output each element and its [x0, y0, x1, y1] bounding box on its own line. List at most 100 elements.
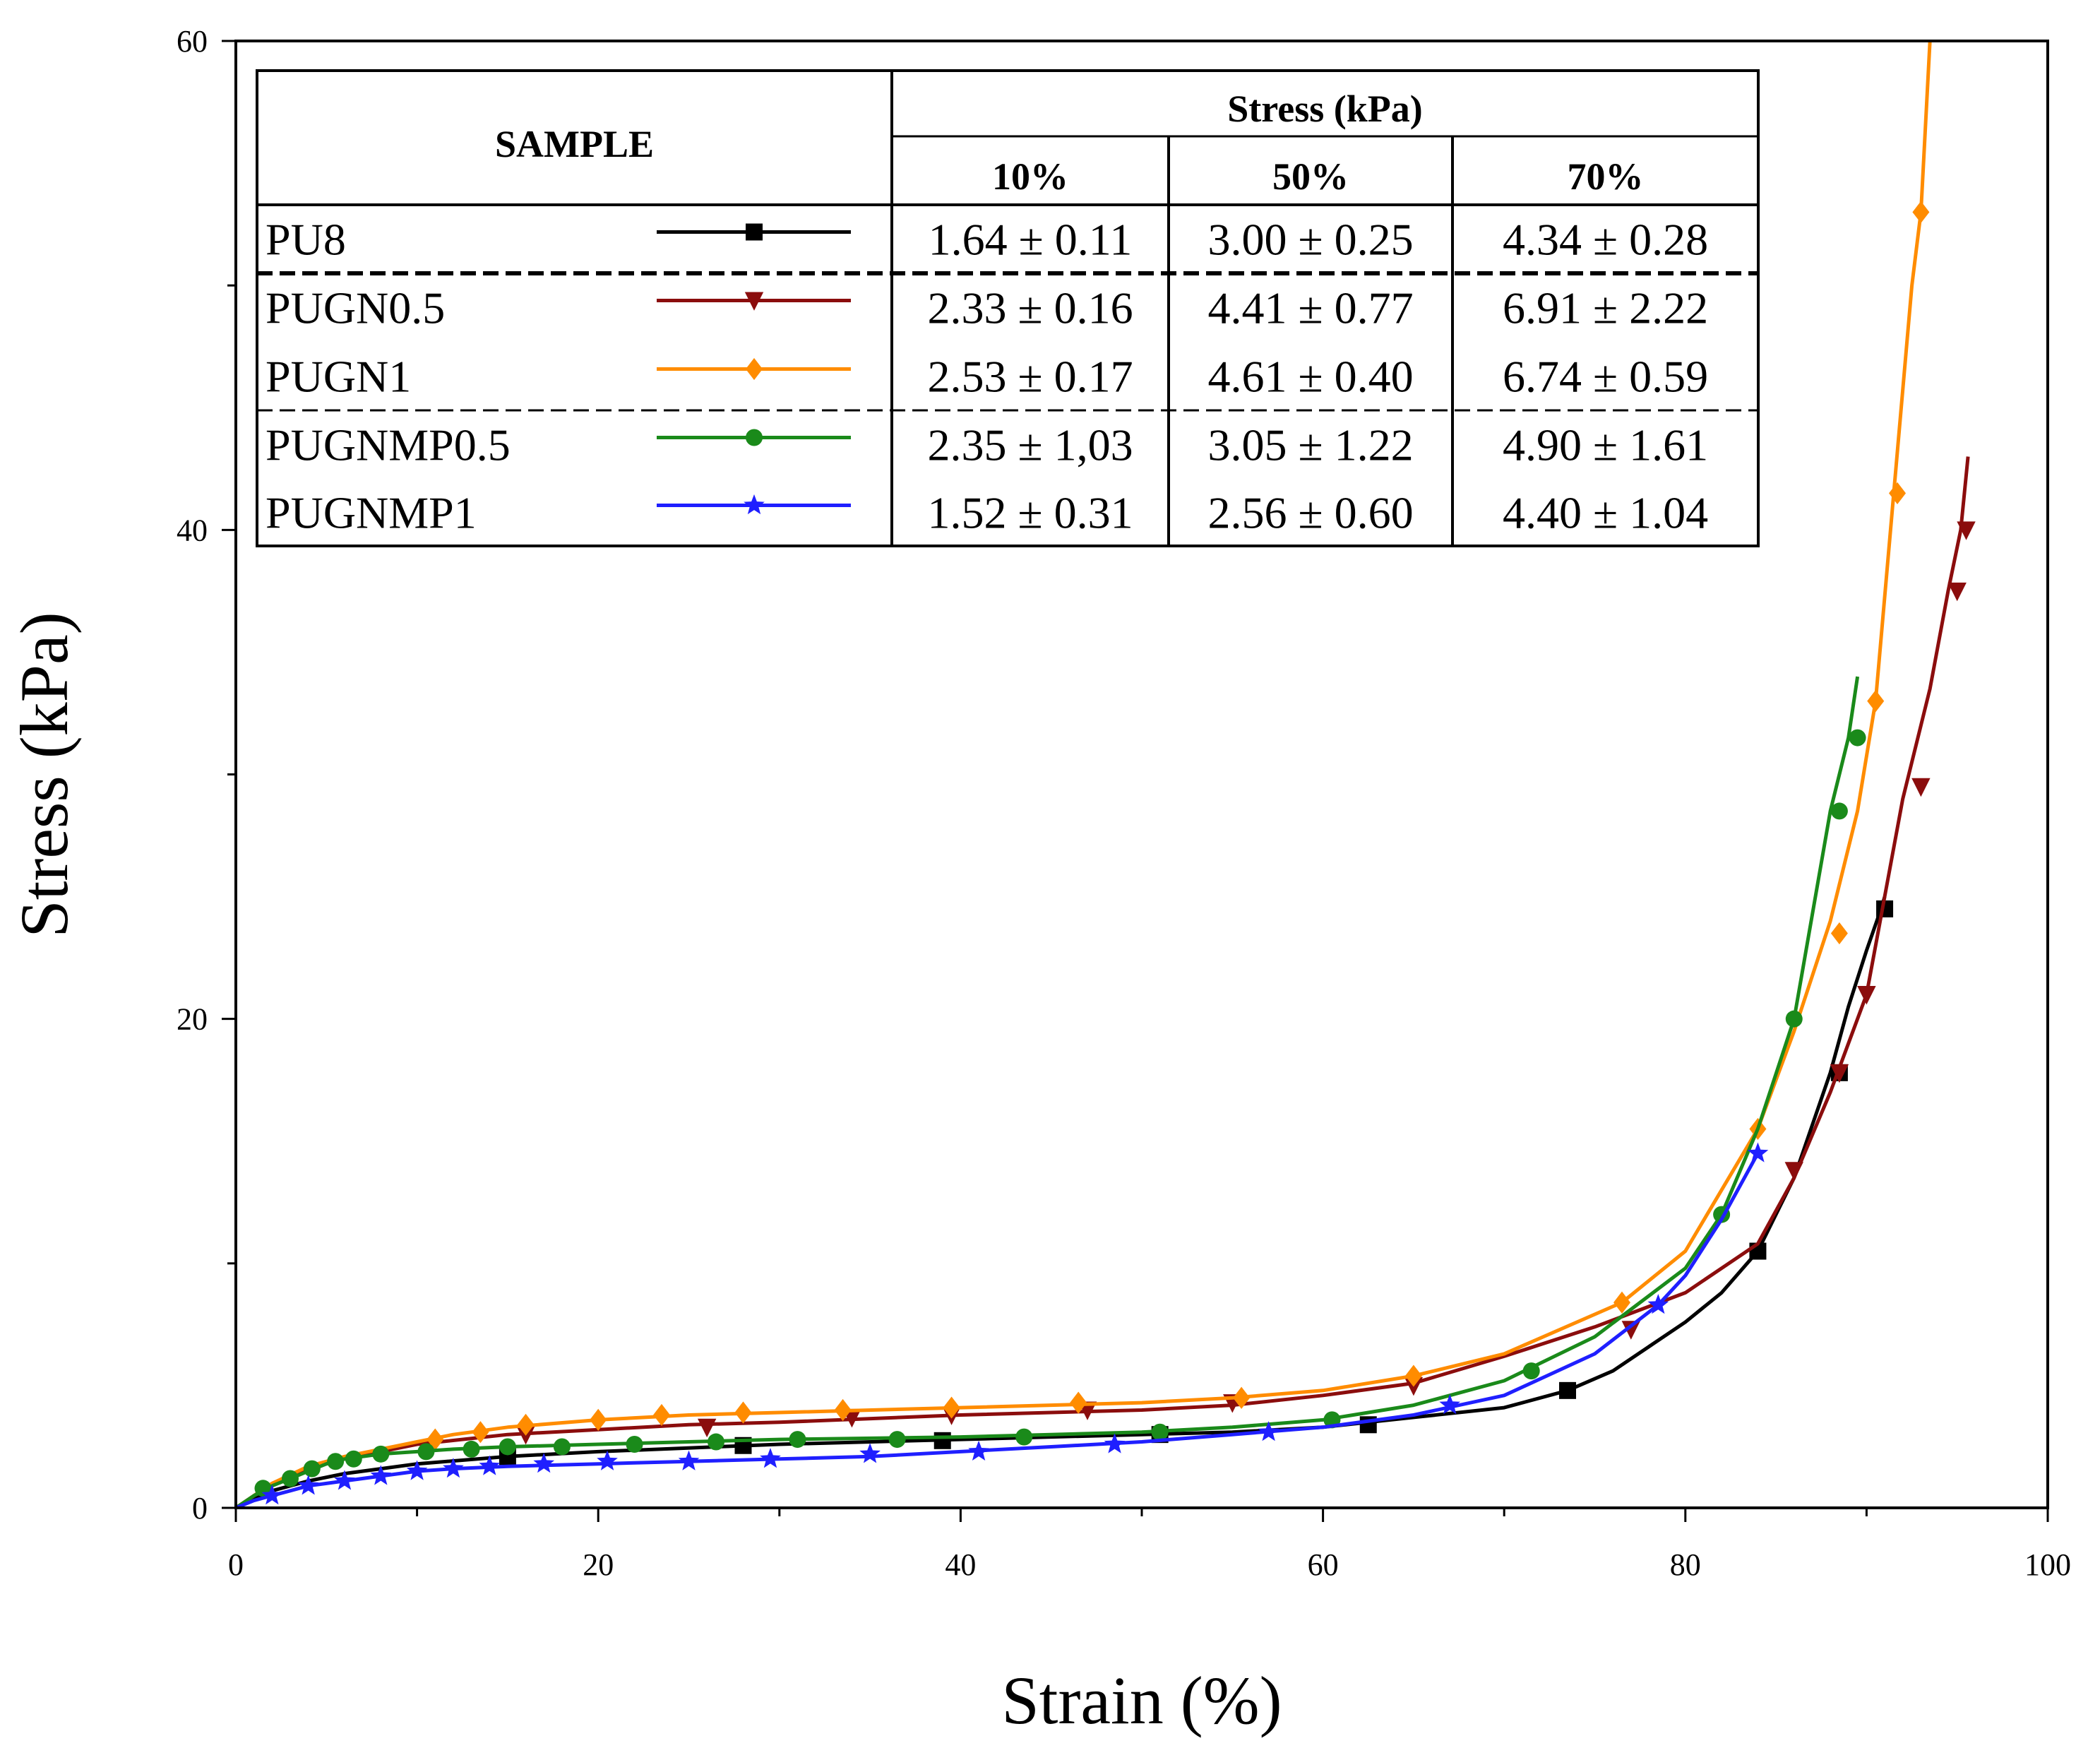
- data-point-pugn1: [943, 1396, 960, 1419]
- series-line-pugnmp1: [236, 1152, 1760, 1508]
- series-line-pu8: [236, 896, 1887, 1508]
- data-point-pugnmp1: [334, 1470, 355, 1490]
- table-row-name: PUGNMP1: [266, 488, 477, 538]
- data-point-pugnmp0-5: [499, 1438, 516, 1456]
- x-tick-label: 100: [2024, 1547, 2071, 1582]
- data-point-pugnmp0-5: [553, 1438, 571, 1456]
- data-point-pugnmp0-5: [626, 1435, 643, 1453]
- data-point-pugnmp0-5: [281, 1470, 299, 1487]
- data-point-pugnmp1: [406, 1460, 428, 1480]
- data-point-pugnmp1: [261, 1485, 283, 1505]
- legend-marker-pugnmp1: [744, 494, 765, 515]
- data-point-pugnmp1: [597, 1450, 618, 1470]
- data-point-pugnmp0-5: [1830, 802, 1848, 820]
- table-cell: 2.33 ± 0.16: [927, 283, 1133, 333]
- data-point-pugnmp1: [1647, 1294, 1669, 1314]
- data-point-pugn0-5: [1784, 1162, 1803, 1181]
- data-point-pugn1: [472, 1421, 489, 1444]
- table-cell: 6.91 ± 2.22: [1503, 283, 1708, 333]
- table-cell: 4.61 ± 0.40: [1207, 352, 1413, 402]
- data-point-pugnmp0-5: [789, 1431, 806, 1449]
- table-cell: 3.05 ± 1.22: [1207, 420, 1413, 470]
- series-layer: [236, 41, 1976, 1508]
- y-tick-label: 0: [192, 1491, 208, 1526]
- table-cell: 4.41 ± 0.77: [1207, 283, 1413, 333]
- data-point-pugnmp0-5: [1785, 1010, 1803, 1028]
- data-point-pugn1: [734, 1401, 752, 1424]
- x-tick-label: 60: [1308, 1547, 1339, 1582]
- x-tick-label: 0: [228, 1547, 244, 1582]
- data-point-pugnmp0-5: [303, 1460, 321, 1477]
- table-cell: 2.35 ± 1,03: [927, 420, 1133, 470]
- legend-marker-pugnmp0-5: [746, 429, 763, 446]
- table-cell: 1.64 ± 0.11: [929, 215, 1133, 265]
- data-point-pugn0-5: [1947, 582, 1967, 602]
- series-line-pugnmp0-5: [236, 676, 1860, 1508]
- data-point-pugnmp1: [968, 1440, 989, 1461]
- x-axis-title: Strain (%): [1001, 1663, 1282, 1738]
- data-point-pugnmp1: [1439, 1394, 1461, 1415]
- table-cell: 2.56 ± 0.60: [1207, 488, 1413, 538]
- series-line-pugn1: [236, 41, 1932, 1508]
- axis-layer: 0 20 40 60 80 100 0 20 40 60: [177, 24, 2071, 1582]
- data-point-pugnmp0-5: [1015, 1428, 1033, 1446]
- data-point-pugn1: [1233, 1386, 1251, 1409]
- table-sample-header: SAMPLE: [495, 123, 654, 165]
- table-cell: 4.40 ± 1.04: [1503, 488, 1708, 538]
- table-row-name: PU8: [266, 215, 346, 265]
- data-point-pugnmp1: [443, 1458, 464, 1478]
- table-column-header: 10%: [992, 155, 1068, 198]
- data-point-pugn1: [1404, 1364, 1422, 1387]
- x-tick-label: 80: [1670, 1547, 1701, 1582]
- series-line-pugn0-5: [236, 456, 1970, 1508]
- series-pugn0-5: [236, 456, 1976, 1508]
- data-point-pugn1: [517, 1413, 535, 1436]
- table-cell: 4.34 ± 0.28: [1503, 215, 1708, 265]
- data-point-pugn0-5: [697, 1418, 717, 1438]
- data-point-pugnmp0-5: [707, 1433, 724, 1451]
- data-point-pugn1: [1867, 690, 1885, 713]
- table-column-header: 70%: [1568, 155, 1644, 198]
- table-frame: [256, 69, 1760, 547]
- data-point-pugnmp1: [859, 1443, 881, 1463]
- data-point-pugnmp0-5: [327, 1453, 345, 1470]
- summary-table: SAMPLE Stress (kPa) 10% 50% 70% PU8 1.64 ± 0.1…: [256, 69, 1760, 547]
- legend-marker-pu8: [746, 223, 763, 241]
- series-pugnmp1: [236, 1142, 1769, 1508]
- data-point-pu8: [1559, 1381, 1577, 1399]
- y-axis-title: Stress (kPa): [6, 612, 82, 937]
- y-tick-label: 60: [177, 24, 208, 59]
- data-point-pugn1: [1830, 922, 1848, 945]
- data-point-pugnmp1: [1104, 1433, 1126, 1453]
- data-point-pugn1: [834, 1398, 852, 1422]
- data-point-pugn0-5: [1830, 1064, 1849, 1083]
- table-stress-header: Stress (kPa): [1227, 88, 1423, 130]
- series-pugn1: [236, 41, 1932, 1508]
- data-point-pugn0-5: [1621, 1321, 1641, 1340]
- data-point-pugnmp0-5: [888, 1431, 906, 1449]
- data-point-pugn1: [653, 1403, 671, 1427]
- data-point-pugn1: [1070, 1391, 1087, 1414]
- data-point-pugn1: [1912, 201, 1930, 223]
- y-tick-label: 40: [177, 513, 208, 547]
- table-cell: 2.53 ± 0.17: [927, 352, 1133, 402]
- data-point-pugnmp1: [533, 1453, 555, 1473]
- table-cell: 4.90 ± 1.61: [1503, 420, 1708, 470]
- data-point-pugnmp0-5: [372, 1445, 390, 1463]
- data-point-pugnmp0-5: [417, 1443, 435, 1461]
- data-point-pugnmp1: [760, 1448, 781, 1468]
- legend-marker-pugn0-5: [744, 292, 764, 311]
- data-point-pugnmp0-5: [1151, 1423, 1169, 1441]
- data-point-pugnmp1: [297, 1475, 319, 1495]
- table-column-header: 50%: [1272, 155, 1349, 198]
- data-point-pugn0-5: [1911, 778, 1931, 797]
- data-point-pugnmp0-5: [463, 1440, 480, 1458]
- legend-marker-pugn1: [746, 357, 763, 381]
- data-point-pugnmp1: [1258, 1421, 1279, 1441]
- x-tick-label: 20: [583, 1547, 614, 1582]
- data-point-pugnmp1: [678, 1450, 700, 1470]
- table-cell: 3.00 ± 0.25: [1207, 215, 1413, 265]
- data-point-pugn1: [1613, 1291, 1630, 1314]
- table-row-name: PUGNMP0.5: [266, 420, 511, 470]
